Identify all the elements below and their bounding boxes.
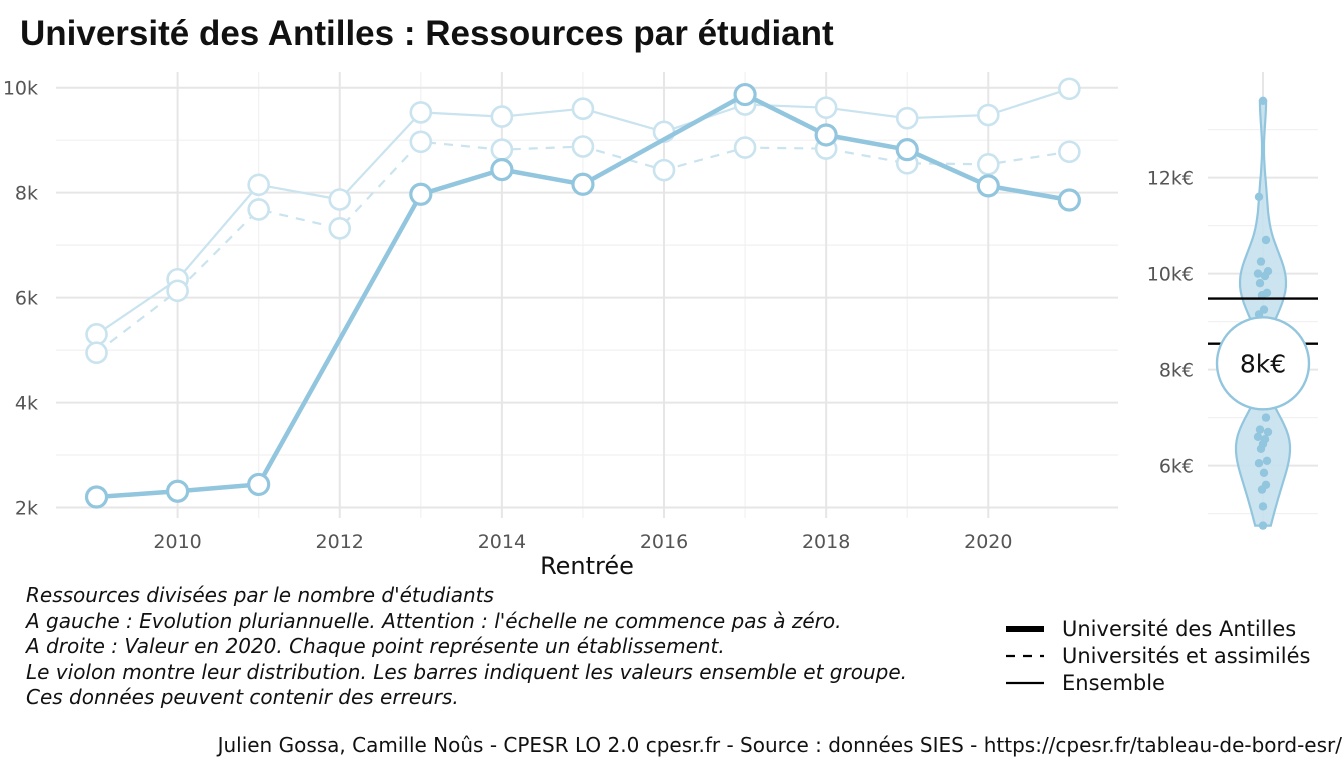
data-point <box>733 136 757 159</box>
data-point <box>976 153 1000 176</box>
note-line: A gauche : Evolution pluriannuelle. Atte… <box>26 608 842 633</box>
data-point <box>1257 485 1267 494</box>
violin-chart-panel: 6k€ 8k€ 10k€ 12k€ 8k€ <box>1147 72 1318 530</box>
data-point <box>1254 192 1264 201</box>
data-point <box>976 103 1000 127</box>
data-point <box>571 172 595 196</box>
legend-key-thin-line <box>1006 681 1044 684</box>
data-point <box>328 217 352 240</box>
data-point <box>409 101 433 124</box>
data-point <box>976 174 1000 198</box>
note-line: Le violon montre leur distribution. Les … <box>26 659 907 684</box>
data-point <box>1256 444 1266 453</box>
note-line: Ces données peuvent contenir des erreurs… <box>26 685 459 709</box>
x-tick-label: 2016 <box>640 531 688 553</box>
data-point <box>247 472 271 497</box>
data-point <box>166 279 189 303</box>
data-point <box>1258 502 1268 511</box>
data-point <box>1258 521 1268 530</box>
legend-label: Université des Antilles <box>1062 616 1297 641</box>
data-point <box>814 96 838 119</box>
note-line: A droite : Valeur en 2020. Chaque point … <box>26 634 725 658</box>
data-point <box>490 105 514 128</box>
data-point <box>85 323 108 346</box>
y-tick-label: 2k <box>15 498 38 520</box>
data-point <box>1261 235 1271 245</box>
data-point <box>1263 427 1273 437</box>
data-point <box>1057 188 1081 212</box>
x-tick-label: 2018 <box>802 531 850 553</box>
x-tick-label: 2010 <box>153 531 201 553</box>
x-axis-title: Rentrée <box>540 552 634 580</box>
data-point <box>85 341 108 365</box>
data-point <box>1259 468 1269 477</box>
data-point <box>1255 279 1265 288</box>
legend-key-dashed-line <box>1006 654 1044 657</box>
data-point <box>1253 432 1263 441</box>
data-point <box>490 157 514 182</box>
legend-item: Ensemble <box>1006 669 1310 696</box>
data-point <box>1262 456 1272 465</box>
data-point <box>1258 96 1268 106</box>
highlight-value-label: 8k€ <box>1240 349 1286 378</box>
highlight-bubble <box>1215 316 1311 411</box>
x-tick-label: 2012 <box>316 531 364 553</box>
data-point <box>166 479 190 503</box>
data-point <box>328 188 352 211</box>
data-point <box>1254 459 1264 468</box>
data-point <box>814 123 838 147</box>
chart-title: Université des Antilles : Ressources par… <box>20 14 834 53</box>
y-tick-label: 8k <box>15 183 38 205</box>
source-caption: Julien Gossa, Camille Noûs - CPESR LO 2.… <box>217 733 1342 757</box>
data-point <box>1261 413 1271 422</box>
data-point <box>84 485 109 509</box>
data-point <box>571 135 595 158</box>
legend-key-thick-line <box>1006 625 1044 632</box>
y-tick-label: 6k€ <box>1159 456 1194 478</box>
data-point <box>1058 77 1081 101</box>
data-point <box>409 182 433 206</box>
y-tick-label: 10k <box>3 78 38 100</box>
y-tick-label: 6k <box>15 288 38 310</box>
legend-label: Ensemble <box>1062 670 1165 695</box>
data-point <box>409 130 433 154</box>
y-tick-label: 8k€ <box>1159 360 1194 382</box>
data-point <box>247 173 270 197</box>
data-point <box>571 97 595 121</box>
x-tick-label: 2014 <box>478 531 526 553</box>
y-tick-label: 4k <box>15 393 38 415</box>
legend-label: Universités et assimilés <box>1062 643 1311 668</box>
y-tick-label: 12k€ <box>1147 168 1194 190</box>
data-point <box>1058 140 1081 164</box>
legend: Université des Antilles Universités et a… <box>1006 615 1310 696</box>
data-point <box>1260 271 1270 281</box>
chart-notes: Ressources divisées par le nombre d'étud… <box>26 583 907 711</box>
data-point <box>895 138 919 162</box>
data-point <box>1257 291 1267 300</box>
data-point <box>733 82 757 107</box>
data-point <box>895 106 919 130</box>
y-tick-label: 10k€ <box>1147 264 1194 286</box>
legend-item: Universités et assimilés <box>1006 642 1310 669</box>
data-point <box>1253 269 1263 278</box>
data-point <box>652 158 676 182</box>
line-chart-panel: 2k 4k 6k 8k 10k 2010 2012 2014 2016 2018 2020 Rentr… <box>3 72 1118 580</box>
data-point <box>1256 257 1266 266</box>
data-point <box>490 138 514 161</box>
data-point <box>1255 425 1265 434</box>
data-point <box>247 198 270 221</box>
x-tick-label: 2020 <box>964 531 1012 553</box>
legend-item: Université des Antilles <box>1006 615 1310 642</box>
note-line: Ressources divisées par le nombre d'étud… <box>26 583 494 607</box>
